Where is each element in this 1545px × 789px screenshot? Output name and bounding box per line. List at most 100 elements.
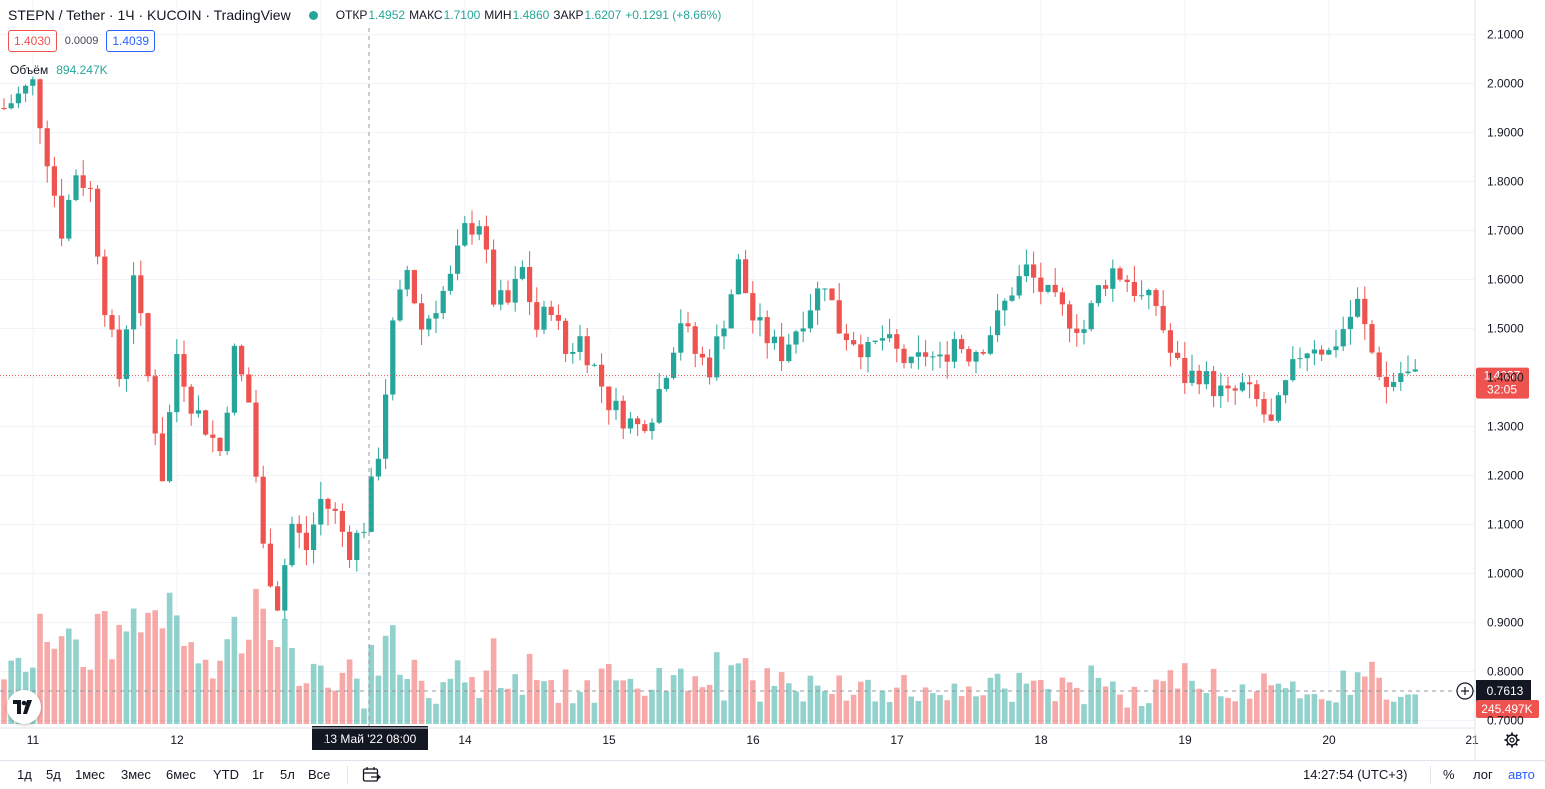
date-tick-label: 11 xyxy=(27,733,40,747)
volume-bar xyxy=(1038,680,1044,724)
calendar-goto-icon[interactable] xyxy=(362,766,382,789)
volume-bar xyxy=(526,653,533,724)
date-tick-label: 21 xyxy=(1465,733,1479,747)
candle-body xyxy=(455,245,461,274)
range-3m[interactable]: 3мес xyxy=(121,767,151,782)
range-5y[interactable]: 5л xyxy=(280,767,295,782)
candle-body xyxy=(599,364,605,387)
candle-body xyxy=(1247,382,1253,385)
range-1y[interactable]: 1г xyxy=(252,767,264,782)
candle-body xyxy=(1319,349,1325,355)
candle-body xyxy=(613,400,619,411)
gear-tooth xyxy=(1506,734,1510,738)
volume-bar xyxy=(109,659,115,724)
symbol-title[interactable]: STEPN / Tether · 1Ч · KUCOIN · TradingVi… xyxy=(8,7,291,23)
volume-bar xyxy=(296,685,302,724)
candle-body xyxy=(23,85,29,94)
volume-bar xyxy=(987,677,994,724)
volume-bar xyxy=(944,700,950,724)
auto-scale-toggle[interactable]: авто xyxy=(1508,767,1535,782)
candle-body xyxy=(51,166,57,196)
candle-body xyxy=(1376,352,1382,377)
volume-bar xyxy=(620,680,626,724)
volume-bar xyxy=(37,613,43,724)
volume-bar xyxy=(606,663,612,724)
volume-bar xyxy=(858,681,864,724)
candle-body xyxy=(181,354,187,387)
range-6m[interactable]: 6мес xyxy=(166,767,196,782)
candle-body xyxy=(116,329,122,379)
volume-bar xyxy=(1,679,7,724)
log-scale-toggle[interactable]: лог xyxy=(1473,767,1493,782)
candle-body xyxy=(735,259,741,295)
volume-bar xyxy=(613,680,619,724)
candle-body xyxy=(102,256,108,316)
gear-tooth xyxy=(1514,734,1518,738)
candle-body xyxy=(973,352,979,362)
volume-bar xyxy=(346,659,353,724)
range-1m[interactable]: 1мес xyxy=(75,767,105,782)
crosshair-price-label: 0.7613 xyxy=(1487,684,1524,698)
candle-body xyxy=(462,223,468,246)
range-1d[interactable]: 1д xyxy=(17,767,32,782)
clock-timezone[interactable]: 14:27:54 (UTC+3) xyxy=(1303,767,1408,782)
volume-bar xyxy=(1282,688,1289,724)
ohlc-close-key: ЗАКР xyxy=(553,8,584,22)
candle-body xyxy=(951,339,957,362)
candle-body xyxy=(1239,382,1245,391)
candle-body xyxy=(1283,380,1289,396)
range-ytd[interactable]: YTD xyxy=(213,767,239,782)
percent-scale-toggle[interactable]: % xyxy=(1443,767,1455,782)
chart-header: STEPN / Tether · 1Ч · KUCOIN · TradingVi… xyxy=(8,5,721,25)
volume-bar xyxy=(534,679,540,724)
candle-body xyxy=(807,310,813,329)
candle-body xyxy=(786,344,792,362)
candle-body xyxy=(159,433,165,482)
volume-bar xyxy=(1174,688,1181,724)
ask-price-button[interactable]: 1.4039 xyxy=(106,30,156,52)
last-price-label: 1.4037 xyxy=(1484,369,1521,383)
candle-body xyxy=(332,508,338,511)
volume-bar xyxy=(1138,706,1145,724)
range-5d[interactable]: 5д xyxy=(46,767,61,782)
date-tick-label: 12 xyxy=(170,733,184,747)
volume-bar xyxy=(440,682,446,724)
candle-body xyxy=(1211,371,1217,397)
candle-body xyxy=(44,128,50,167)
volume-bar xyxy=(1016,672,1022,724)
candle-body xyxy=(1203,371,1209,385)
candle-body xyxy=(1182,357,1188,383)
range-all[interactable]: Все xyxy=(308,767,331,782)
candle-body xyxy=(671,352,677,378)
candle-body xyxy=(887,334,893,339)
volume-bar xyxy=(966,686,972,724)
candle-body xyxy=(231,345,237,413)
volume-bar xyxy=(735,663,742,724)
volume-bar xyxy=(174,615,180,724)
volume-bar xyxy=(123,631,130,724)
candle-body xyxy=(73,175,79,200)
bid-price-button[interactable]: 1.4030 xyxy=(8,30,57,52)
candle-body xyxy=(1,108,7,109)
price-tick-label: 1.8000 xyxy=(1487,175,1524,189)
volume-bar xyxy=(505,688,511,724)
candle-body xyxy=(1189,370,1195,383)
price-tick-label: 2.1000 xyxy=(1487,28,1524,42)
candle-body xyxy=(1095,285,1101,304)
volume-bar xyxy=(872,701,878,724)
volume-bar xyxy=(1390,701,1397,724)
price-tick-label: 0.8000 xyxy=(1487,665,1524,679)
settings-gear-icon[interactable] xyxy=(1504,732,1520,748)
grid xyxy=(0,0,1475,728)
volume-bar xyxy=(1340,670,1346,724)
volume-bar xyxy=(1268,685,1274,724)
volume-bar xyxy=(476,697,482,724)
candle-body xyxy=(872,340,878,342)
candle-body xyxy=(426,318,432,330)
tradingview-logo-icon[interactable] xyxy=(7,690,41,724)
candle-body xyxy=(1290,359,1296,381)
volume-bar xyxy=(958,696,965,724)
volume-bar xyxy=(1326,700,1332,724)
volume-value: 894.247K xyxy=(56,63,108,77)
